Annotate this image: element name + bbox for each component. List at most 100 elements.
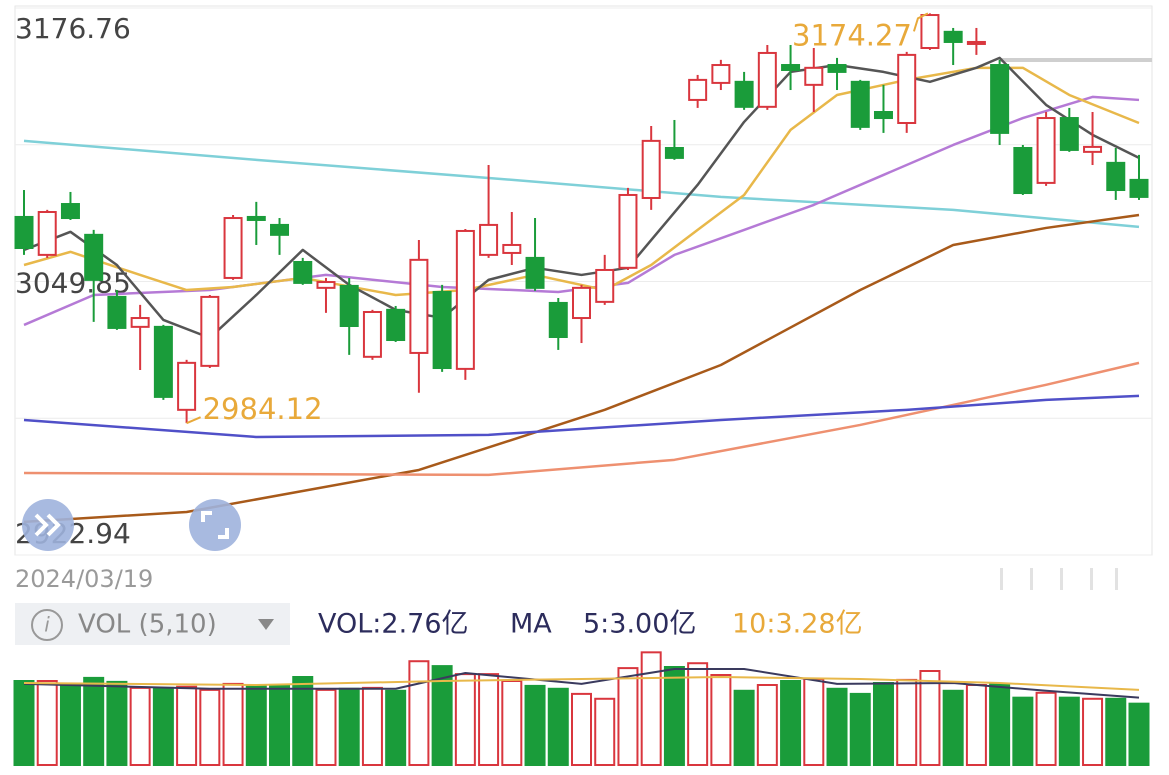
candle-body [1106,161,1126,192]
candle-body [688,78,708,101]
candle-body [827,64,847,73]
candle-body [548,301,568,338]
volume-bar [501,680,523,766]
candle-body [804,66,824,86]
volume-bar [547,687,569,766]
scrollbar [1000,568,1118,590]
volume-bar [965,684,987,766]
volume-bar [83,676,105,767]
vol-value: VOL:2.76亿 [318,609,469,640]
dropdown-arrow[interactable] [258,619,274,630]
ma-label: MA [510,609,552,640]
candle-body [897,53,917,124]
volume-bar [245,684,267,767]
candle-body [60,203,80,220]
volume-bar [152,686,174,767]
volume-bar [524,684,546,767]
candle-body [502,243,522,254]
candle-body [920,14,940,49]
volume-bar [1082,697,1104,766]
volume-bar [36,680,58,766]
volume-bar [756,684,778,766]
candle-body [270,223,290,236]
candle-body [1129,178,1149,198]
candle-body [177,361,197,411]
candle-body [572,286,591,320]
volume-bar [1058,696,1080,767]
volume-bar [989,682,1011,767]
candle-body [362,310,382,358]
volume-bar [478,673,500,766]
volume-bar [687,662,709,767]
candle-body [223,217,243,279]
ma-line [23,676,1140,691]
volume-bar [408,660,430,767]
volume-bar [849,692,871,767]
candle-body [525,256,545,289]
candle-body [316,281,336,289]
volume-bar [710,674,732,766]
volume-bar [594,697,616,766]
ma10-value: 10:3.28亿 [732,609,863,640]
candle-body [1036,117,1056,184]
fullscreen-button[interactable] [189,499,241,551]
candle-body [734,80,754,108]
candle-body [293,260,313,284]
candle-body [966,40,986,45]
volume-bar [826,687,848,766]
ma-line [23,394,1140,439]
info-icon[interactable] [31,609,63,641]
volume-bar [896,678,918,767]
candle-body [386,308,406,342]
candle-body [130,317,150,328]
volume-bar [454,673,476,766]
candle-body [873,111,893,120]
low-leader [186,416,201,425]
volume-bar [571,692,592,767]
volume-bar [919,670,941,766]
candle-body [37,210,57,256]
volume-bar [385,689,407,766]
candle-body [757,51,777,108]
indicator-name: VOL (5,10) [78,610,217,640]
candle-body [618,193,638,269]
ma-line [23,668,1140,699]
candle-body [595,268,615,303]
candle-body [432,290,452,370]
ma-line [23,66,1140,297]
volume-bar [640,651,662,766]
volume-bar [942,689,964,766]
volume-bar [803,678,825,766]
date-label: 2024/03/19 [15,565,153,593]
high-leader [912,12,929,32]
volume-bar [315,688,337,767]
candle-body [200,295,220,367]
candle-body [153,325,173,398]
candle-body [850,80,870,128]
volume-bar [129,686,151,767]
candle-body [14,215,34,249]
candle-body [664,146,684,159]
volume-bar [338,687,360,766]
candle-body [711,64,731,84]
candle-body [990,64,1010,134]
volume-bar [733,689,755,766]
candle-body [1013,146,1033,195]
low-label: 2984.12 [203,392,323,426]
candle-body [84,233,104,281]
volume-bar [617,667,639,766]
volume-bar [13,680,35,766]
fast-forward-button[interactable] [22,499,74,551]
volume-bar [59,682,81,767]
volume-bar [292,676,314,766]
volume-bar [1105,697,1127,766]
volume-bar [663,666,685,766]
candle-body [107,295,127,329]
volume-bar [872,682,894,766]
ma-line [23,139,1140,229]
volume-bar [269,684,291,766]
indicator-selector[interactable] [15,603,290,645]
candle-body [1083,145,1103,153]
